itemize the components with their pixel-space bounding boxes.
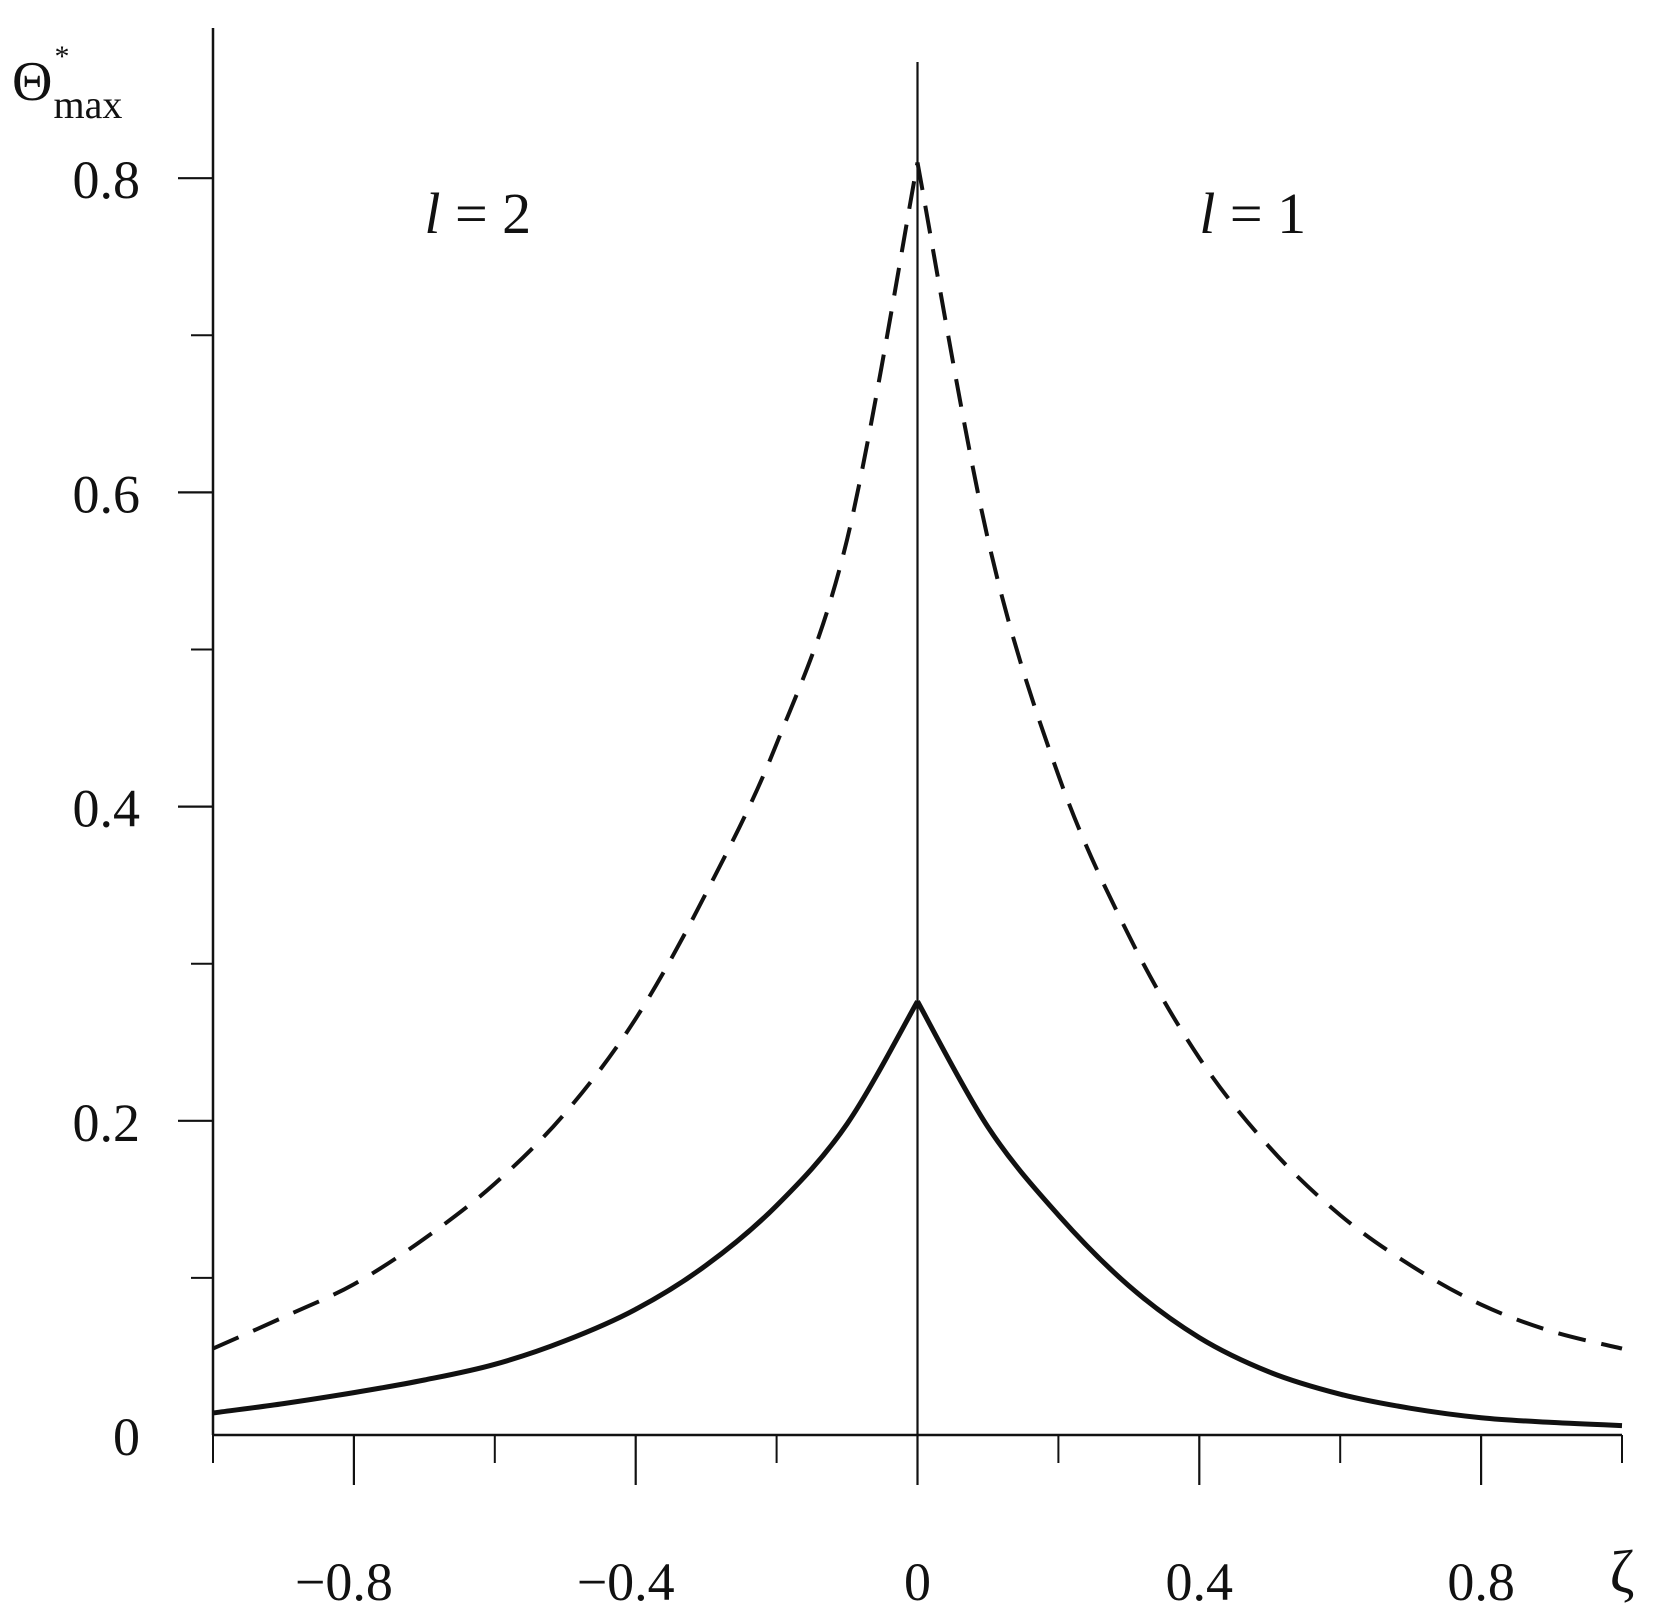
dashed-series-line [212,162,1623,1351]
y-tick-label: 0 [113,1407,140,1467]
x-axis-title: ζ [1610,1539,1635,1605]
y-tick-label: 0.8 [73,150,141,210]
x-tick-label: −0.4 [577,1552,675,1612]
x-tick-label: 0.4 [1166,1552,1234,1612]
curve-annotation: l = 1 [1199,181,1306,246]
x-tick-label: 0.8 [1447,1552,1515,1612]
ticks [178,177,1623,1485]
solid-series-line [212,1000,1623,1429]
labels: 0 0.2 0.4 0.6 0.8 −0.8 −0.4 0 0.4 0.8 Θ* max ζ l = 2 l… [12,40,1634,1612]
y-tick-label: 0.4 [73,779,141,839]
x-tick-label: 0 [904,1552,931,1612]
y-axis-title: Θ* max [12,40,122,127]
series [212,162,1623,1429]
y-tick-label: 0.6 [73,464,141,524]
x-tick-label: −0.8 [295,1552,393,1612]
y-tick-label: 0.2 [73,1093,141,1153]
curve-annotation: l = 2 [424,181,531,246]
